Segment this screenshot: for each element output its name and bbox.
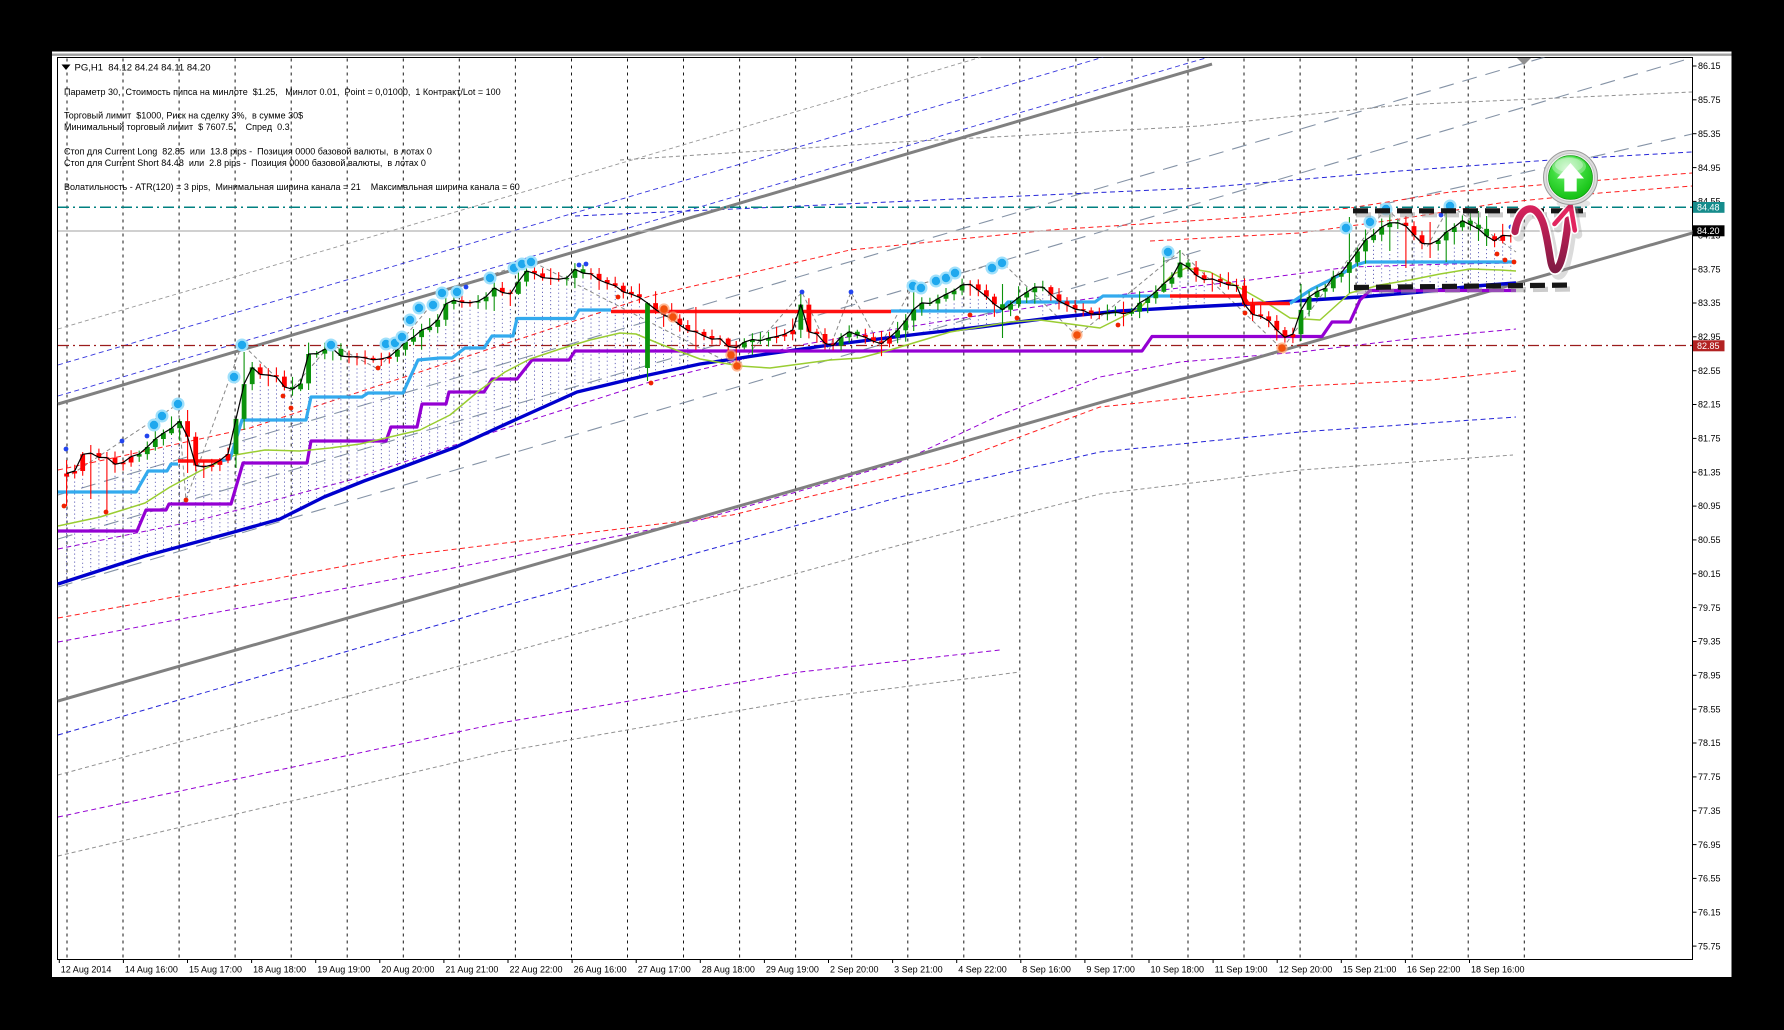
svg-text:26 Aug 16:00: 26 Aug 16:00 [574,965,627,975]
svg-text:15 Aug 17:00: 15 Aug 17:00 [189,965,242,975]
svg-text:80.95: 80.95 [1698,501,1721,511]
svg-text:18 Aug 18:00: 18 Aug 18:00 [253,965,306,975]
svg-text:79.75: 79.75 [1698,603,1721,613]
svg-text:86.15: 86.15 [1698,61,1721,71]
svg-text:85.75: 85.75 [1698,95,1721,105]
svg-text:PG,H1 84.12 84.24 84.11 84.20: PG,H1 84.12 84.24 84.11 84.20 [75,63,211,74]
svg-text:3 Sep 21:00: 3 Sep 21:00 [894,965,943,975]
svg-text:Параметр 30, Стоимость пипса: Параметр 30, Стоимость пипса на минлоте … [64,87,501,97]
svg-text:10 Sep 18:00: 10 Sep 18:00 [1151,965,1205,975]
svg-text:20 Aug 20:00: 20 Aug 20:00 [381,965,434,975]
svg-text:21 Aug 21:00: 21 Aug 21:00 [445,965,498,975]
svg-text:Стоп для Current Long 82.85: Стоп для Current Long 82.85 или 13.8 pip… [64,147,432,157]
svg-text:4 Sep 22:00: 4 Sep 22:00 [958,965,1007,975]
svg-text:Стоп для Current Short 84.48: Стоп для Current Short 84.48 или 2.8 pip… [64,158,426,168]
svg-text:76.95: 76.95 [1698,840,1721,850]
svg-text:83.75: 83.75 [1698,264,1721,274]
svg-text:8 Sep 16:00: 8 Sep 16:00 [1022,965,1071,975]
svg-text:80.55: 80.55 [1698,535,1721,545]
svg-text:15 Sep 21:00: 15 Sep 21:00 [1343,965,1397,975]
svg-text:29 Aug 19:00: 29 Aug 19:00 [766,965,819,975]
svg-text:76.15: 76.15 [1698,908,1721,918]
svg-text:82.15: 82.15 [1698,400,1721,410]
svg-text:12 Sep 20:00: 12 Sep 20:00 [1279,965,1333,975]
svg-text:78.15: 78.15 [1698,738,1721,748]
svg-text:84.20: 84.20 [1697,226,1720,236]
svg-text:81.35: 81.35 [1698,467,1721,477]
svg-text:16 Sep 22:00: 16 Sep 22:00 [1407,965,1461,975]
svg-text:77.75: 77.75 [1698,772,1721,782]
svg-text:19 Aug 19:00: 19 Aug 19:00 [317,965,370,975]
svg-text:83.35: 83.35 [1698,298,1721,308]
svg-text:85.35: 85.35 [1698,129,1721,139]
svg-text:78.95: 78.95 [1698,671,1721,681]
svg-text:84.48: 84.48 [1697,203,1720,213]
svg-text:14 Aug 16:00: 14 Aug 16:00 [125,965,178,975]
svg-text:Волатильность - ATR(120) = 3 p: Волатильность - ATR(120) = 3 pips, Миним… [64,182,520,192]
svg-text:82.95: 82.95 [1698,332,1721,342]
svg-text:81.75: 81.75 [1698,434,1721,444]
svg-text:79.35: 79.35 [1698,637,1721,647]
svg-text:78.55: 78.55 [1698,704,1721,714]
svg-text:75.75: 75.75 [1698,941,1721,951]
svg-text:82.55: 82.55 [1698,366,1721,376]
svg-text:Минимальный торговый лимит $: Минимальный торговый лимит $ 7607.5, Спр… [64,122,290,132]
svg-text:22 Aug 22:00: 22 Aug 22:00 [510,965,563,975]
svg-text:76.55: 76.55 [1698,874,1721,884]
svg-text:Торговый лимит $1000, Риск на: Торговый лимит $1000, Риск на сделку 3%,… [64,111,303,121]
svg-text:12 Aug 2014: 12 Aug 2014 [61,965,112,975]
svg-text:84.55: 84.55 [1698,197,1721,207]
svg-text:28 Aug 18:00: 28 Aug 18:00 [702,965,755,975]
svg-text:18 Sep 16:00: 18 Sep 16:00 [1471,965,1525,975]
svg-text:2 Sep 20:00: 2 Sep 20:00 [830,965,879,975]
svg-text:77.35: 77.35 [1698,806,1721,816]
svg-text:84.95: 84.95 [1698,163,1721,173]
svg-text:11 Sep 19:00: 11 Sep 19:00 [1215,965,1268,975]
svg-text:27 Aug 17:00: 27 Aug 17:00 [638,965,691,975]
svg-text:80.15: 80.15 [1698,569,1721,579]
svg-text:9 Sep 17:00: 9 Sep 17:00 [1086,965,1135,975]
svg-text:82.85: 82.85 [1697,341,1720,351]
